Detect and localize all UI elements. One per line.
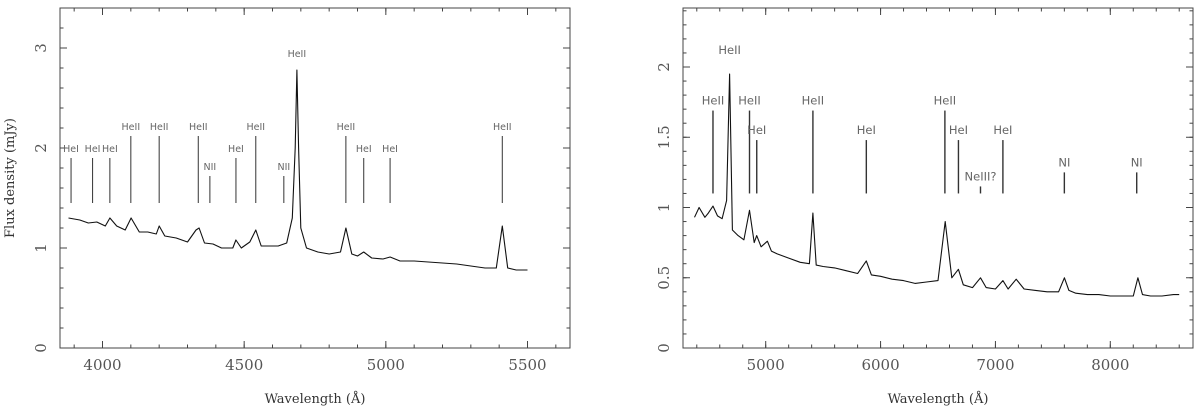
plot-frame (682, 7, 1194, 349)
y-tick-label: 1.5 (655, 125, 673, 149)
line-id-label: HeII (702, 94, 725, 108)
line-id-label: HeI (85, 144, 101, 155)
line-id-label: HeII (337, 122, 356, 133)
x-tick-label: 8000 (1091, 356, 1129, 374)
spectrum-series (694, 73, 1180, 297)
line-id-label: HeII (122, 122, 141, 133)
y-tick-label: 3 (32, 43, 50, 53)
line-id-label: HeI (356, 144, 372, 155)
y-tick-label: 0.5 (655, 266, 673, 290)
line-id-label: HeII (150, 122, 169, 133)
line-id-label: HeI (63, 144, 79, 155)
right-spectrum-panel: 5000 6000 7000 8000 0 0.5 1 1.5 2 Wavelength (Å) H… (655, 7, 1194, 407)
line-id-label: HeII (934, 94, 957, 108)
line-id-label: HeI (857, 123, 876, 137)
line-id-label: HeI (228, 144, 244, 155)
x-tick-label: 6000 (861, 356, 899, 374)
y-tick-label: 1 (655, 203, 673, 213)
left-spectrum-panel: 4000 4500 5000 5500 0 1 2 3 Wavelength (Å) Flux d… (3, 7, 571, 407)
line-id-label: HeI (747, 123, 766, 137)
line-id-label: HeII (189, 122, 208, 133)
line-id-label: HeI (949, 123, 968, 137)
y-tick-label: 0 (655, 343, 673, 353)
line-id-label: NeIII? (965, 169, 997, 183)
line-id-label: HeII (802, 94, 825, 108)
y-tick-label: 2 (32, 143, 50, 153)
x-tick-label: 4500 (225, 356, 263, 374)
x-tick-label: 7000 (976, 356, 1014, 374)
y-tick-label: 1 (32, 243, 50, 253)
x-tick-label: 4000 (83, 356, 121, 374)
y-tick-label: 0 (32, 343, 50, 353)
line-id-label: HeII (738, 94, 761, 108)
line-id-label: HeII (718, 43, 741, 57)
y-axis-title: Flux density (mJy) (3, 118, 18, 238)
line-id-label: HeII (493, 122, 512, 133)
line-id-label: NII (204, 162, 217, 173)
x-tick-label: 5500 (508, 356, 546, 374)
line-id-label: HeII (246, 122, 265, 133)
x-tick-label: 5000 (367, 356, 405, 374)
x-axis-title: Wavelength (Å) (888, 391, 989, 407)
line-id-label: NI (1058, 155, 1070, 169)
line-id-label: HeI (382, 144, 398, 155)
line-id-label: HeI (993, 123, 1012, 137)
line-id-label: HeII (288, 49, 307, 60)
line-id-label: NII (277, 162, 290, 173)
spectrum-series (68, 69, 528, 271)
line-id-label: HeI (102, 144, 118, 155)
line-id-label: NI (1131, 155, 1143, 169)
x-axis-title: Wavelength (Å) (265, 391, 366, 407)
plot-frame (59, 7, 571, 349)
x-tick-label: 5000 (747, 356, 785, 374)
y-tick-label: 2 (655, 62, 673, 72)
